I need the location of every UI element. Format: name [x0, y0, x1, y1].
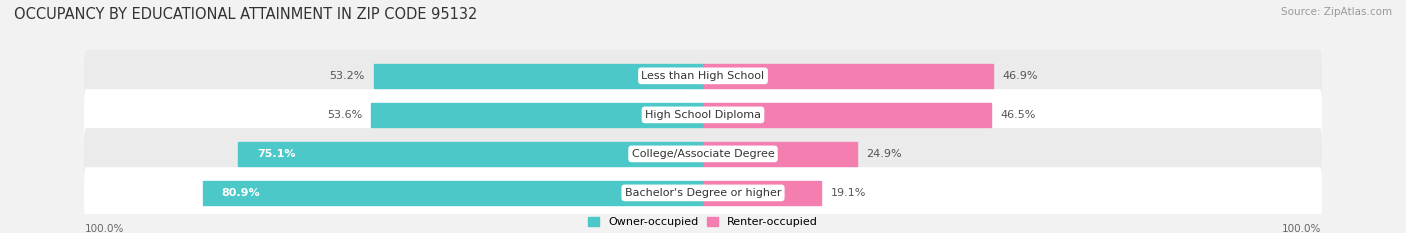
Text: 100.0%: 100.0%: [84, 224, 124, 233]
Text: Less than High School: Less than High School: [641, 71, 765, 81]
Text: 53.6%: 53.6%: [326, 110, 363, 120]
FancyBboxPatch shape: [84, 167, 1322, 219]
Text: Source: ZipAtlas.com: Source: ZipAtlas.com: [1281, 7, 1392, 17]
Bar: [703, 64, 993, 88]
Bar: [703, 103, 991, 127]
Text: 53.2%: 53.2%: [329, 71, 364, 81]
FancyBboxPatch shape: [84, 128, 1322, 180]
Text: High School Diploma: High School Diploma: [645, 110, 761, 120]
Text: 19.1%: 19.1%: [831, 188, 866, 198]
Text: OCCUPANCY BY EDUCATIONAL ATTAINMENT IN ZIP CODE 95132: OCCUPANCY BY EDUCATIONAL ATTAINMENT IN Z…: [14, 7, 478, 22]
Bar: [239, 142, 703, 166]
Text: 24.9%: 24.9%: [866, 149, 901, 159]
Text: 80.9%: 80.9%: [221, 188, 260, 198]
Legend: Owner-occupied, Renter-occupied: Owner-occupied, Renter-occupied: [588, 217, 818, 227]
Text: College/Associate Degree: College/Associate Degree: [631, 149, 775, 159]
Text: 46.5%: 46.5%: [1000, 110, 1035, 120]
Text: 75.1%: 75.1%: [257, 149, 295, 159]
FancyBboxPatch shape: [84, 50, 1322, 102]
Bar: [703, 142, 858, 166]
Bar: [371, 103, 703, 127]
Bar: [374, 64, 703, 88]
Text: 46.9%: 46.9%: [1002, 71, 1038, 81]
FancyBboxPatch shape: [84, 89, 1322, 141]
Bar: [703, 181, 821, 205]
Text: 100.0%: 100.0%: [1282, 224, 1322, 233]
Text: Bachelor's Degree or higher: Bachelor's Degree or higher: [624, 188, 782, 198]
Bar: [202, 181, 703, 205]
